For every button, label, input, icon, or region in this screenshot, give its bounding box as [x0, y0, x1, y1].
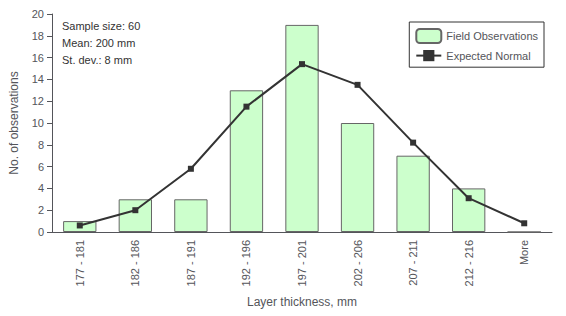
- svg-text:4: 4: [38, 182, 44, 194]
- svg-text:14: 14: [32, 73, 44, 85]
- svg-text:8: 8: [38, 139, 44, 151]
- svg-text:Mean: 200 mm: Mean: 200 mm: [62, 37, 135, 49]
- svg-text:212 - 216: 212 - 216: [463, 240, 475, 286]
- svg-text:18: 18: [32, 30, 44, 42]
- svg-text:207 - 211: 207 - 211: [407, 240, 419, 286]
- svg-text:More: More: [518, 240, 530, 265]
- svg-text:12: 12: [32, 95, 44, 107]
- svg-text:2: 2: [38, 204, 44, 216]
- svg-text:10: 10: [32, 117, 44, 129]
- svg-text:No. of observations: No. of observations: [7, 71, 21, 174]
- svg-text:Sample size: 60: Sample size: 60: [62, 20, 140, 32]
- svg-text:0: 0: [38, 226, 44, 238]
- svg-text:Expected Normal: Expected Normal: [446, 50, 530, 62]
- svg-text:202 - 206: 202 - 206: [352, 240, 364, 286]
- svg-text:20: 20: [32, 8, 44, 20]
- svg-text:6: 6: [38, 161, 44, 173]
- svg-text:16: 16: [32, 52, 44, 64]
- svg-text:182 - 186: 182 - 186: [129, 240, 141, 286]
- svg-text:St. dev.: 8 mm: St. dev.: 8 mm: [62, 54, 132, 66]
- svg-text:Layer thickness, mm: Layer thickness, mm: [247, 295, 357, 309]
- svg-text:197 - 201: 197 - 201: [296, 240, 308, 286]
- svg-text:187 - 191: 187 - 191: [185, 240, 197, 286]
- svg-text:192 - 196: 192 - 196: [240, 240, 252, 286]
- svg-text:Field Observations: Field Observations: [446, 30, 538, 42]
- svg-text:177 - 181: 177 - 181: [74, 240, 86, 286]
